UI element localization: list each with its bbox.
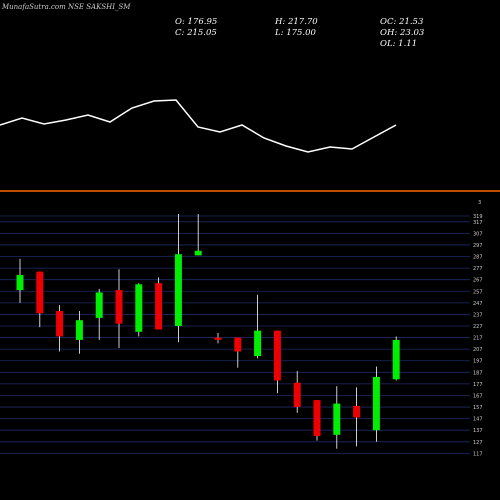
candle-body [174, 254, 182, 326]
candle [174, 214, 182, 343]
y-tick-label: 227 [473, 324, 483, 330]
high-readout: H: 217.70 [275, 17, 318, 27]
candle [313, 400, 321, 441]
candle-body [293, 382, 301, 408]
candle [392, 336, 400, 381]
y-tick-label: 207 [473, 347, 483, 353]
candle-body [333, 403, 341, 435]
candle [194, 214, 202, 256]
candle [115, 269, 123, 348]
close-readout: C: 215.05 [175, 28, 217, 38]
y-tick-label: 307 [473, 231, 483, 237]
y-tick-label: 257 [473, 289, 483, 295]
oc-readout: OC: 21.53 [380, 17, 424, 27]
candle-body [16, 275, 24, 291]
oh-readout: OH: 23.03 [380, 28, 425, 38]
candle-body [392, 339, 400, 380]
y-tick-label: 137 [473, 428, 483, 434]
y-tick-label: 217 [473, 336, 483, 342]
y-tick-label: 277 [473, 266, 483, 272]
candle [95, 288, 103, 340]
y-tick-label: 167 [473, 393, 483, 399]
candle [155, 277, 163, 330]
open-readout: O: 176.95 [175, 17, 218, 27]
candle-body [254, 330, 262, 357]
y-tick-label: 287 [473, 255, 483, 261]
candle-body [194, 250, 202, 256]
ol-readout: OL: 1.11 [380, 39, 418, 49]
y-tick-label: 297 [473, 243, 483, 249]
candle [273, 330, 281, 394]
candle [36, 271, 44, 328]
candle-body [36, 271, 44, 314]
y-tick-label: 197 [473, 359, 483, 365]
y-tick-label: 127 [473, 440, 483, 446]
y-tick-label: 267 [473, 278, 483, 284]
candle [293, 371, 301, 413]
candle-body [313, 400, 321, 436]
chart-title: MunafaSutra.com NSE SAKSHI_SM [2, 3, 131, 11]
candle-body [135, 284, 143, 332]
candle-body [273, 330, 281, 381]
y-tick-label: 237 [473, 312, 483, 318]
candle-body [115, 290, 123, 324]
candle [372, 366, 380, 442]
low-readout: L: 175.00 [275, 28, 316, 38]
candle [56, 305, 64, 352]
y-tick-label: 147 [473, 417, 483, 423]
y-tick-label-top: 319 [473, 214, 483, 220]
candlesticks [16, 214, 400, 449]
y-tick-label: 187 [473, 370, 483, 376]
candle-body [155, 283, 163, 330]
candle [16, 258, 24, 303]
candle [214, 332, 222, 344]
candle [234, 337, 242, 368]
candle [254, 294, 262, 359]
candle [75, 310, 83, 354]
indicator-line [0, 99, 397, 153]
indicator-label: 3 [478, 200, 481, 206]
candle-body [353, 405, 361, 418]
y-tick-label: 177 [473, 382, 483, 388]
candle [353, 387, 361, 447]
candle-body [372, 376, 380, 431]
price-grid [0, 215, 470, 454]
candle-body [56, 310, 64, 337]
y-tick-label: 157 [473, 405, 483, 411]
candle [135, 283, 143, 337]
y-tick-label: 317 [473, 220, 483, 226]
candle-body [234, 337, 242, 352]
candle-body [95, 292, 103, 318]
candle [333, 386, 341, 449]
y-tick-label: 117 [473, 451, 483, 457]
candle-body [214, 337, 222, 340]
y-tick-label: 247 [473, 301, 483, 307]
candle-body [75, 320, 83, 340]
